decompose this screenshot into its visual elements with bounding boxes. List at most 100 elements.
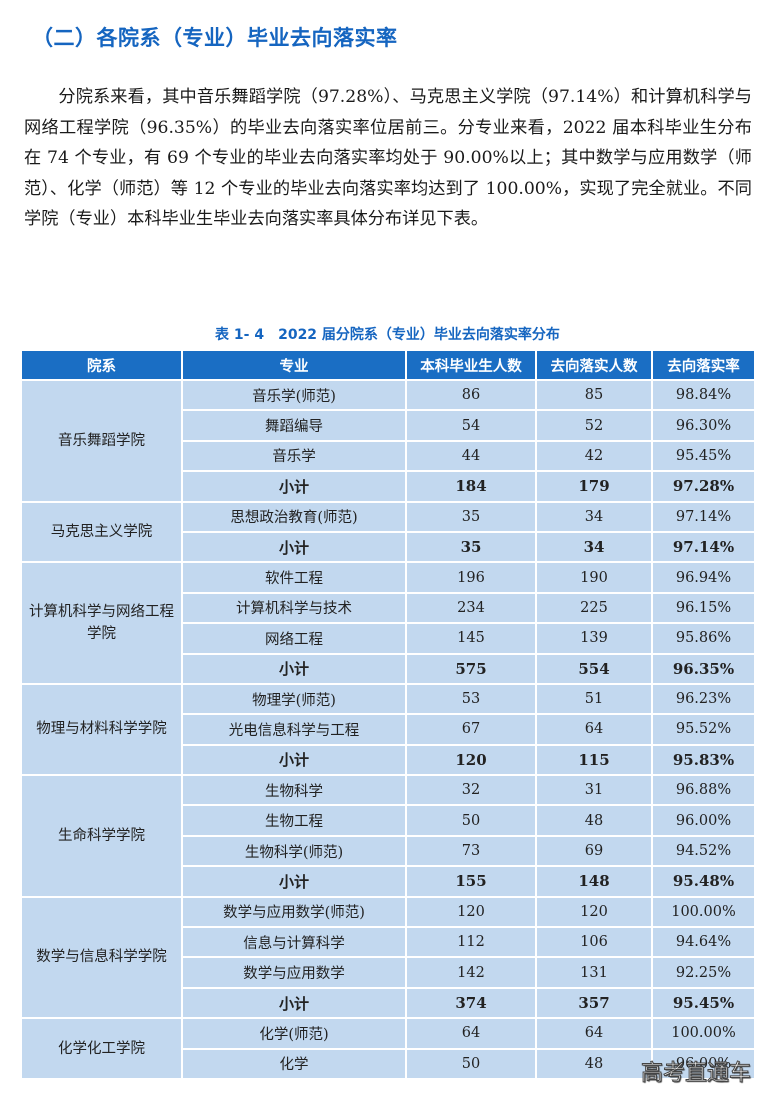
major-cell: 音乐学 xyxy=(181,439,407,473)
rate-cell: 96.35% xyxy=(651,652,756,685)
rate-cell: 92.25% xyxy=(651,956,756,989)
subtotal-row: 小计 575 554 96.35% xyxy=(21,652,756,685)
table-row: 生命科学学院 生物科学 32 31 96.88% xyxy=(20,774,756,898)
table-row: 音乐舞蹈学院 音乐学(师范) 86 85 98.84% xyxy=(20,378,756,503)
graduates-cell: 50 xyxy=(405,804,537,837)
header-rate: 去向落实率 xyxy=(651,349,756,381)
major-cell: 生物工程 xyxy=(181,804,407,837)
summary-paragraph: 分院系来看，其中音乐舞蹈学院（97.28%）、马克思主义学院（97.14%）和计… xyxy=(24,87,752,230)
placed-cell: 48 xyxy=(535,804,653,837)
college-cell: 物理与材料科学学院 xyxy=(20,682,183,777)
major-cell: 小计 xyxy=(181,470,407,503)
college-cell: 音乐舞蹈学院 xyxy=(20,379,183,503)
rate-cell: 98.84% xyxy=(651,378,756,412)
header-placed: 去向落实人数 xyxy=(535,349,653,381)
table-row: 网络工程 145 139 95.86% xyxy=(21,622,756,655)
major-cell: 小计 xyxy=(181,530,407,564)
subtotal-row: 小计 374 357 95.45% xyxy=(21,986,756,1020)
placed-cell: 131 xyxy=(535,956,653,989)
major-cell: 计算机科学与技术 xyxy=(181,591,407,625)
table-row: 物理与材料科学学院 物理学(师范) 53 51 96.23% xyxy=(20,682,756,777)
graduates-cell: 112 xyxy=(405,926,537,959)
graduates-cell: 35 xyxy=(405,530,537,564)
major-cell: 信息与计算科学 xyxy=(181,926,407,959)
major-cell: 小计 xyxy=(181,652,407,685)
major-cell: 软件工程 xyxy=(181,561,407,594)
placed-cell: 69 xyxy=(535,834,653,868)
rate-cell: 100.00% xyxy=(651,1017,756,1050)
table-row: 光电信息科学与工程 67 64 95.52% xyxy=(21,713,756,746)
table-caption: 表 1- 4 2022 届分院系（专业）毕业去向落实率分布 xyxy=(215,327,560,343)
rate-cell: 97.28% xyxy=(651,470,756,503)
table-row: 计算机科学与网络工程学院 软件工程 196 190 96.94% xyxy=(20,561,756,685)
header-graduates: 本科毕业生人数 xyxy=(405,349,537,381)
graduates-cell: 73 xyxy=(405,834,537,868)
major-cell: 化学(师范) xyxy=(181,1017,407,1050)
college-cell: 化学化工学院 xyxy=(20,1017,183,1080)
major-cell: 音乐学(师范) xyxy=(181,378,407,412)
rate-cell: 96.88% xyxy=(651,774,756,807)
graduates-cell: 35 xyxy=(405,500,537,533)
major-cell: 物理学(师范) xyxy=(181,682,407,716)
major-cell: 小计 xyxy=(181,743,407,777)
rate-cell: 94.52% xyxy=(651,834,756,868)
watermark: 高考直通车 xyxy=(640,1061,751,1087)
rate-cell: 96.00% xyxy=(651,804,756,837)
rate-cell: 95.86% xyxy=(651,622,756,655)
major-cell: 光电信息科学与工程 xyxy=(181,713,407,746)
major-cell: 舞蹈编导 xyxy=(181,409,407,442)
header-major: 专业 xyxy=(181,349,407,381)
college-cell: 生命科学学院 xyxy=(20,774,183,898)
rate-cell: 96.00% xyxy=(651,1047,756,1080)
table-row: 马克思主义学院 思想政治教育(师范) 35 34 97.14% xyxy=(20,500,756,564)
placed-cell: 148 xyxy=(535,865,653,898)
subtotal-row: 小计 184 179 97.28% xyxy=(21,470,756,503)
graduates-cell: 196 xyxy=(405,561,537,594)
placed-cell: 115 xyxy=(535,743,653,777)
table-row: 数学与应用数学 142 131 92.25% xyxy=(21,956,756,989)
college-cell: 数学与信息科学学院 xyxy=(20,895,183,1020)
placed-cell: 357 xyxy=(535,986,653,1020)
rate-cell: 96.30% xyxy=(651,409,756,442)
subtotal-row: 小计 35 34 97.14% xyxy=(21,530,756,564)
table-row: 音乐学 44 42 95.45% xyxy=(21,439,756,473)
section-heading: （二）各院系（专业）毕业去向落实率 xyxy=(32,26,398,50)
graduates-cell: 50 xyxy=(405,1047,537,1080)
placed-cell: 34 xyxy=(535,500,653,533)
subtotal-row: 小计 155 148 95.48% xyxy=(21,865,756,898)
placed-cell: 52 xyxy=(535,409,653,442)
graduates-cell: 145 xyxy=(405,622,537,655)
major-cell: 生物科学 xyxy=(181,774,407,807)
major-cell: 生物科学(师范) xyxy=(181,834,407,868)
graduates-cell: 44 xyxy=(405,439,537,473)
table-header-row: 院系 专业 本科毕业生人数 去向落实人数 去向落实率 xyxy=(20,349,756,381)
placed-cell: 64 xyxy=(535,713,653,746)
graduates-cell: 184 xyxy=(405,470,537,503)
graduates-cell: 234 xyxy=(405,591,537,625)
table-row: 生物工程 50 48 96.00% xyxy=(21,804,756,837)
graduates-cell: 54 xyxy=(405,409,537,442)
rate-cell: 96.94% xyxy=(651,561,756,594)
table-row: 化学 50 48 96.00% xyxy=(21,1047,756,1080)
graduates-cell: 32 xyxy=(405,774,537,807)
rate-cell: 95.45% xyxy=(651,439,756,473)
graduates-cell: 120 xyxy=(405,895,537,929)
header-college: 院系 xyxy=(20,349,183,381)
college-cell: 马克思主义学院 xyxy=(20,500,183,564)
graduates-cell: 64 xyxy=(405,1017,537,1050)
placed-cell: 106 xyxy=(535,926,653,959)
graduates-cell: 120 xyxy=(405,743,537,777)
placed-cell: 179 xyxy=(535,470,653,503)
placed-cell: 120 xyxy=(535,895,653,929)
placed-cell: 554 xyxy=(535,652,653,685)
placed-cell: 190 xyxy=(535,561,653,594)
major-cell: 数学与应用数学(师范) xyxy=(181,895,407,929)
graduates-cell: 67 xyxy=(405,713,537,746)
graduates-cell: 86 xyxy=(405,378,537,412)
table-row: 生物科学(师范) 73 69 94.52% xyxy=(21,834,756,868)
table-row: 信息与计算科学 112 106 94.64% xyxy=(21,926,756,959)
table-row: 舞蹈编导 54 52 96.30% xyxy=(21,409,756,442)
major-cell: 化学 xyxy=(181,1047,407,1080)
rate-cell: 96.23% xyxy=(651,682,756,716)
subtotal-row: 小计 120 115 95.83% xyxy=(21,743,756,777)
